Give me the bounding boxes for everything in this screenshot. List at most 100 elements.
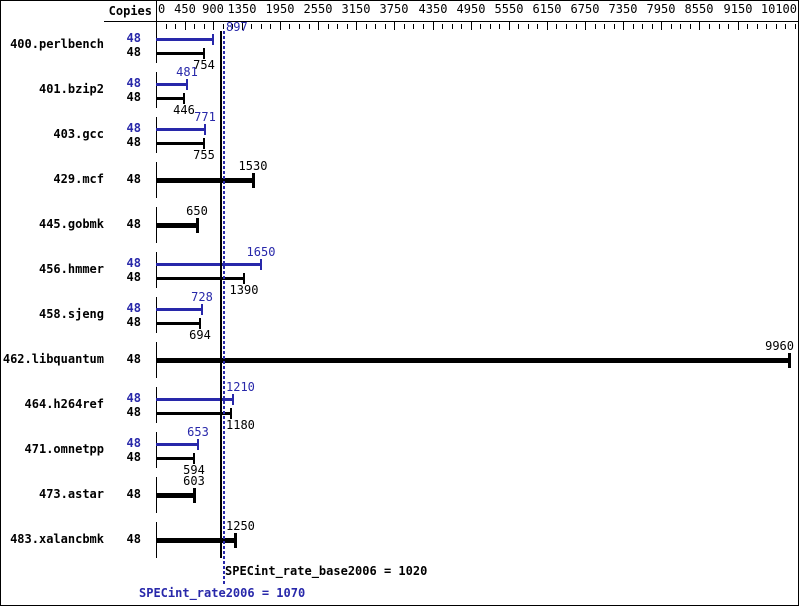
copies-value: 48 bbox=[126, 217, 141, 231]
base-bar-endcap bbox=[203, 48, 205, 59]
axis-tick-minor bbox=[566, 24, 567, 29]
axis-tick-major bbox=[318, 21, 319, 30]
axis-tick-minor bbox=[671, 24, 672, 29]
axis-tick-major bbox=[661, 21, 662, 30]
base-value-label: 754 bbox=[193, 58, 215, 72]
base-bar-endcap bbox=[203, 138, 205, 149]
copies-value: 48 bbox=[126, 45, 141, 59]
base-bar-endcap bbox=[193, 488, 196, 503]
row-baseline bbox=[156, 387, 157, 423]
base-value-label: 1390 bbox=[229, 283, 259, 297]
base-value-label: 694 bbox=[189, 328, 211, 342]
axis-tick-minor bbox=[652, 24, 653, 29]
axis-tick-label: 4350 bbox=[418, 2, 448, 16]
peak-bar-endcap bbox=[232, 394, 234, 405]
axis-tick-label: 10100 bbox=[760, 2, 797, 16]
axis-tick-minor bbox=[175, 24, 176, 29]
base-value-label: 603 bbox=[183, 474, 205, 488]
axis-tick-major bbox=[471, 21, 472, 30]
copies-value: 48 bbox=[126, 135, 141, 149]
axis-tick-label: 5550 bbox=[494, 2, 524, 16]
axis-tick-label: 8550 bbox=[684, 2, 714, 16]
peak-bar bbox=[156, 443, 198, 446]
axis-tick-minor bbox=[766, 24, 767, 29]
base-bar bbox=[156, 97, 184, 100]
axis-tick-label: 450 bbox=[174, 2, 196, 16]
axis-tick-minor bbox=[413, 24, 414, 29]
axis-tick-minor bbox=[261, 24, 262, 29]
axis-tick-minor bbox=[461, 24, 462, 29]
base-value-label: 1180 bbox=[226, 418, 255, 432]
axis-tick-minor bbox=[442, 24, 443, 29]
base-bar bbox=[156, 538, 235, 543]
axis-tick-major bbox=[433, 21, 434, 30]
axis-tick-minor bbox=[614, 24, 615, 29]
axis-tick-minor bbox=[404, 24, 405, 29]
axis-tick-label: 0 bbox=[158, 2, 166, 16]
copies-value: 48 bbox=[126, 450, 141, 464]
copies-value: 48 bbox=[126, 90, 141, 104]
peak-bar bbox=[156, 128, 205, 131]
axis-tick-minor bbox=[385, 24, 386, 29]
copies-value: 48 bbox=[126, 256, 141, 270]
axis-tick-major bbox=[699, 21, 700, 30]
copies-value: 48 bbox=[126, 391, 141, 405]
axis-tick-minor bbox=[299, 24, 300, 29]
axis-tick-minor bbox=[595, 24, 596, 29]
base-mean-line bbox=[220, 31, 222, 558]
axis-tick-minor bbox=[337, 24, 338, 29]
peak-bar bbox=[156, 83, 187, 86]
peak-bar-endcap bbox=[204, 124, 206, 135]
base-bar-endcap bbox=[193, 453, 195, 464]
axis-tick-minor bbox=[375, 24, 376, 29]
base-bar bbox=[156, 52, 204, 55]
peak-summary-text: SPECint_rate2006 = 1070 bbox=[139, 586, 306, 600]
axis-tick-minor bbox=[490, 24, 491, 29]
row-baseline bbox=[156, 27, 157, 63]
peak-bar bbox=[156, 398, 233, 401]
copies-column-header: Copies bbox=[108, 4, 152, 18]
peak-value-label: 481 bbox=[176, 65, 198, 79]
axis-tick-minor bbox=[289, 24, 290, 29]
axis-origin-line bbox=[156, 1, 157, 30]
copies-value: 48 bbox=[126, 352, 141, 366]
axis-tick-minor bbox=[719, 24, 720, 29]
copies-value: 48 bbox=[126, 301, 141, 315]
axis-tick-major bbox=[185, 21, 186, 30]
axis-tick-major bbox=[213, 21, 214, 30]
axis-tick-minor bbox=[204, 24, 205, 29]
base-value-label: 1530 bbox=[238, 159, 268, 173]
axis-tick-minor bbox=[194, 24, 195, 29]
row-baseline bbox=[156, 117, 157, 153]
axis-tick-minor bbox=[309, 24, 310, 29]
benchmark-label: 403.gcc bbox=[53, 127, 104, 141]
axis-tick-minor bbox=[642, 24, 643, 29]
copies-value: 48 bbox=[126, 76, 141, 90]
axis-tick-major bbox=[738, 21, 739, 30]
axis-tick-major bbox=[394, 21, 395, 30]
benchmark-label: 462.libquantum bbox=[2, 352, 104, 366]
copies-value: 48 bbox=[126, 315, 141, 329]
copies-value: 48 bbox=[126, 121, 141, 135]
benchmark-label: 464.h264ref bbox=[24, 397, 104, 411]
copies-value: 48 bbox=[126, 487, 141, 501]
axis-tick-minor bbox=[728, 24, 729, 29]
axis-tick-minor bbox=[166, 24, 167, 29]
axis-tick-minor bbox=[757, 24, 758, 29]
axis-tick-minor bbox=[690, 24, 691, 29]
peak-value-label: 1650 bbox=[246, 245, 276, 259]
copies-value: 48 bbox=[126, 270, 141, 284]
axis-tick-major bbox=[356, 21, 357, 30]
base-bar-endcap bbox=[183, 93, 185, 104]
axis-tick-minor bbox=[232, 24, 233, 29]
base-bar bbox=[156, 493, 194, 498]
axis-tick-minor bbox=[556, 24, 557, 29]
axis-tick-minor bbox=[452, 24, 453, 29]
copies-value: 48 bbox=[126, 436, 141, 450]
axis-tick-minor bbox=[270, 24, 271, 29]
peak-value-label: 897 bbox=[226, 20, 248, 34]
peak-value-label: 728 bbox=[191, 290, 213, 304]
benchmark-label: 458.sjeng bbox=[38, 307, 104, 321]
axis-tick-major bbox=[585, 21, 586, 30]
axis-tick-label: 3150 bbox=[341, 2, 371, 16]
